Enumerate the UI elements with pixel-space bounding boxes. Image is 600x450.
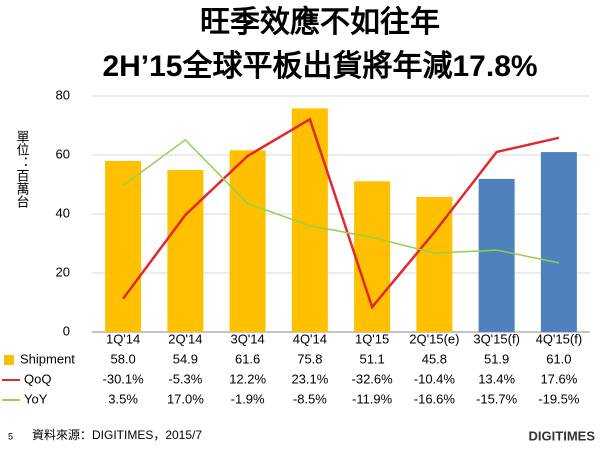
table-cell: 75.8 [297,351,322,366]
x-tick-label: 3Q'14 [230,331,264,346]
bar [478,178,515,332]
table-cell: 58.0 [110,351,135,366]
y-tick-label: 80 [56,87,70,102]
legend-label: Shipment [20,351,75,366]
table-cell: -15.7% [476,391,518,406]
bar [105,160,142,332]
y-tick-label: 40 [56,205,70,220]
table-cell: 17.6% [540,371,577,386]
table-cell: -19.5% [538,391,580,406]
table-cell: 12.2% [229,371,266,386]
table-cell: -10.4% [414,371,456,386]
y-tick-label: 20 [56,264,70,279]
chart-subtitle: 2H’15全球平板出貨將年減17.8% [102,49,537,83]
table-cell: 51.1 [359,351,384,366]
table-cell: 61.6 [235,351,260,366]
table-cell: -32.6% [352,371,394,386]
table-cell: 45.8 [422,351,447,366]
table-cell: 23.1% [291,371,328,386]
legend-label: QoQ [24,371,51,386]
legend-label: YoY [24,391,48,406]
y-axis-label: 單位：百萬台 [15,130,30,208]
x-tick-label: 3Q'15(f) [473,331,520,346]
table-cell: -30.1% [103,371,145,386]
table-cell: 17.0% [167,391,204,406]
chart-title: 旺季效應不如往年 [200,5,440,39]
bar [540,152,577,332]
table-cell: -16.6% [414,391,456,406]
x-tick-label: 4Q'15(f) [536,331,583,346]
x-tick-label: 4Q'14 [293,331,327,346]
table-cell: 3.5% [108,391,138,406]
x-tick-label: 1Q'14 [106,331,140,346]
logo: DIGITIMES [529,428,596,443]
bar [167,170,204,332]
table-cell: 61.0 [546,351,571,366]
bar [291,108,328,332]
bar [416,196,453,332]
x-tick-label: 2Q'15(e) [409,331,459,346]
x-tick-label: 1Q'15 [355,331,389,346]
bar [229,150,266,332]
x-tick-label: 2Q'14 [168,331,202,346]
table-cell: -8.5% [293,391,327,406]
line-series [122,138,560,264]
table-cell: 51.9 [484,351,509,366]
bar [354,181,391,332]
y-tick-label: 0 [63,323,70,338]
table-cell: -1.9% [231,391,265,406]
legend-swatch [4,355,14,365]
line-series [122,117,560,310]
source-note: 資料來源：DIGITIMES，2015/7 [32,428,202,442]
table-cell: -11.9% [352,391,393,406]
page-number: 5 [8,431,13,441]
table-cell: -5.3% [168,371,202,386]
y-tick-label: 60 [56,146,70,161]
table-cell: 13.4% [478,371,515,386]
table-cell: 54.9 [173,351,198,366]
